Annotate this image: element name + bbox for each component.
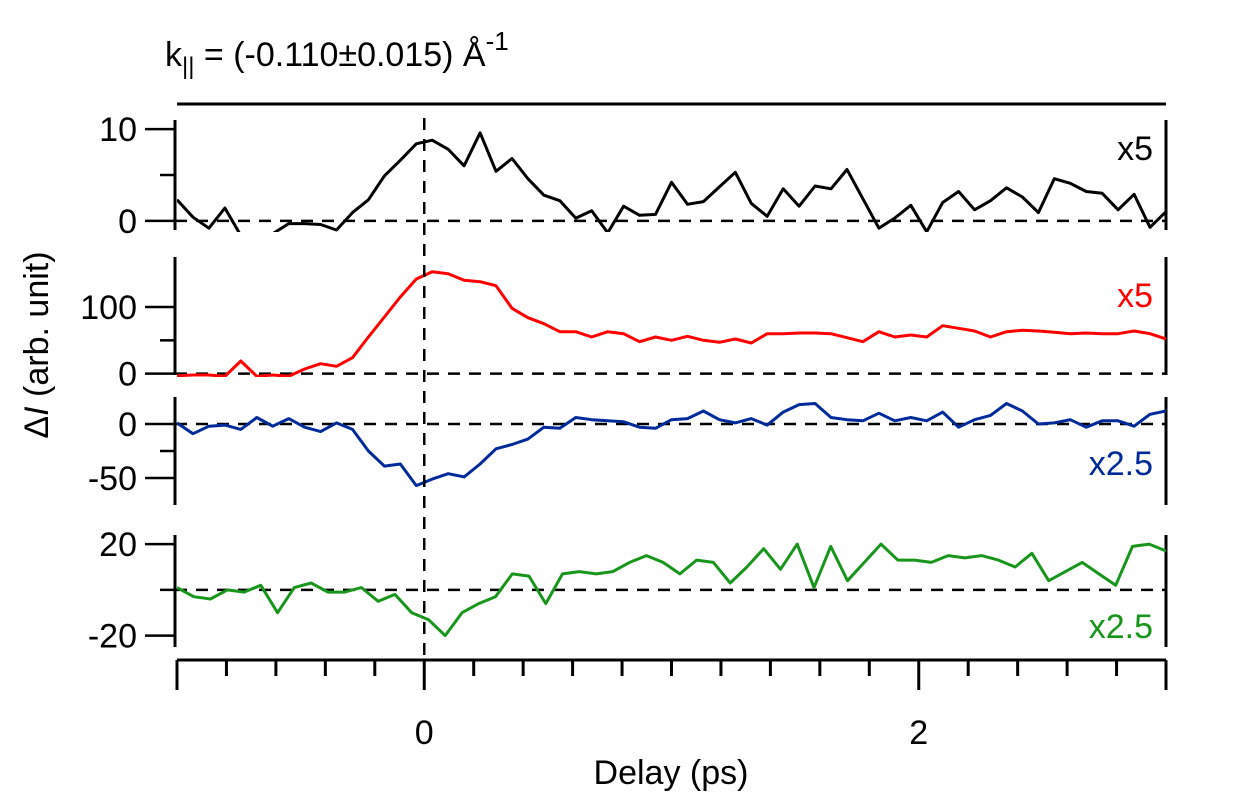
chart-title: k|| = (-0.110±0.015) Å-1 — [165, 26, 509, 80]
panel-1-ytick-label: 10 — [99, 111, 137, 149]
panel-1-multiplier-label: x5 — [1117, 130, 1153, 168]
panel-1-ytick-label: 0 — [118, 203, 137, 241]
panel-2-multiplier-label: x5 — [1117, 277, 1153, 315]
x-tick-label: 2 — [909, 714, 928, 752]
x-tick-label: 0 — [415, 714, 434, 752]
panel-1-series-line — [177, 131, 1166, 232]
x-axis-label: Delay (ps) — [594, 754, 749, 792]
panel-3-ytick-label: 0 — [118, 406, 137, 444]
panel-2-ytick-label: 0 — [118, 356, 137, 394]
panel-3-ytick-label: -50 — [88, 460, 137, 498]
y-axis-label: ΔI (arb. unit) — [18, 251, 56, 438]
panel-2-ytick-label: 100 — [80, 289, 137, 327]
panel-4-ytick-label: -20 — [88, 618, 137, 656]
panel-4-multiplier-label: x2.5 — [1089, 608, 1153, 646]
panel-2-series-line — [177, 270, 1166, 377]
panel-3-multiplier-label: x2.5 — [1089, 445, 1153, 483]
panel-3-series-line — [177, 402, 1166, 488]
panel-4-ytick-label: 20 — [99, 526, 137, 564]
panel-4-series-line — [177, 542, 1166, 638]
